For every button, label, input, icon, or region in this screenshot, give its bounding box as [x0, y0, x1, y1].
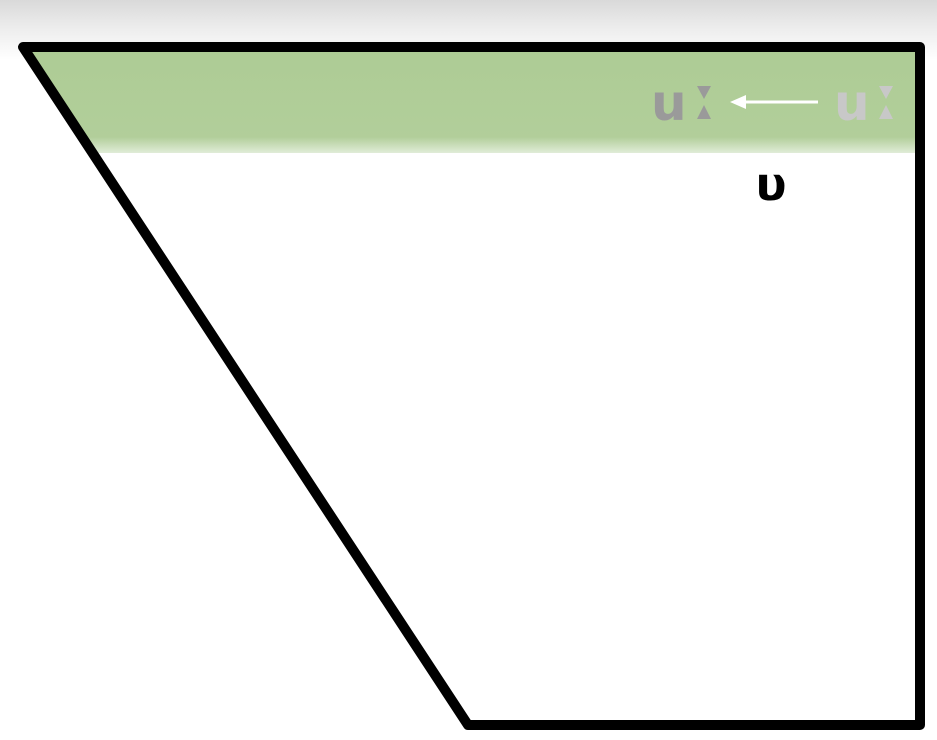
highlight-band [23, 47, 920, 153]
band-annotation: u u [651, 74, 893, 132]
band-right-marker-icon [879, 86, 893, 99]
band-right-marker-lower-icon [879, 105, 893, 119]
trapezoid-outline [18, 42, 925, 730]
upsilon-label: υ [755, 157, 786, 211]
band-left-marker-icon [697, 86, 711, 99]
band-left-term: u [651, 74, 687, 132]
band-right-term: u [834, 74, 870, 132]
band-left-marker-lower-icon [697, 105, 711, 119]
arrow-head-icon [730, 95, 746, 109]
